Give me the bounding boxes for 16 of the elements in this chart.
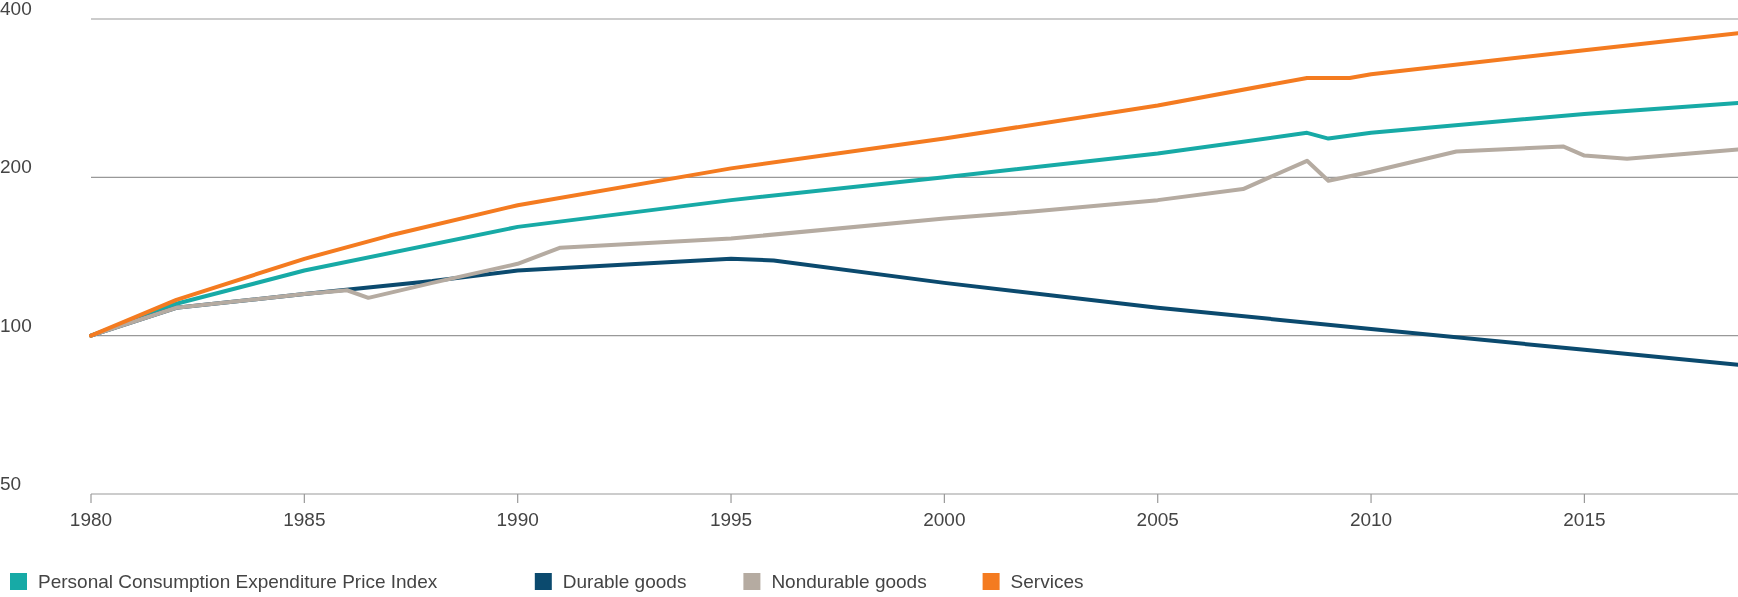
x-tick-label: 2000 (923, 509, 966, 530)
x-tick-label: 1995 (709, 509, 753, 530)
y-tick-label: 200 (0, 156, 32, 178)
x-tick-label: 1980 (69, 509, 113, 530)
y-tick-label: 400 (0, 0, 32, 19)
legend-label: Services (1010, 571, 1084, 592)
x-tick-label: 2005 (1136, 509, 1179, 530)
y-tick-label: 100 (0, 314, 32, 336)
x-tick-label: 2015 (1563, 509, 1606, 530)
y-tick-label: 50 (0, 473, 22, 494)
x-tick-label: 1985 (283, 509, 326, 530)
legend-label: Durable goods (562, 571, 687, 592)
x-tick-label: 1990 (496, 509, 539, 530)
x-tick-label: 2010 (1349, 509, 1393, 530)
legend-label: Personal Consumption Expenditure Price Index (38, 571, 438, 592)
legend-label: Nondurable goods (771, 571, 927, 592)
